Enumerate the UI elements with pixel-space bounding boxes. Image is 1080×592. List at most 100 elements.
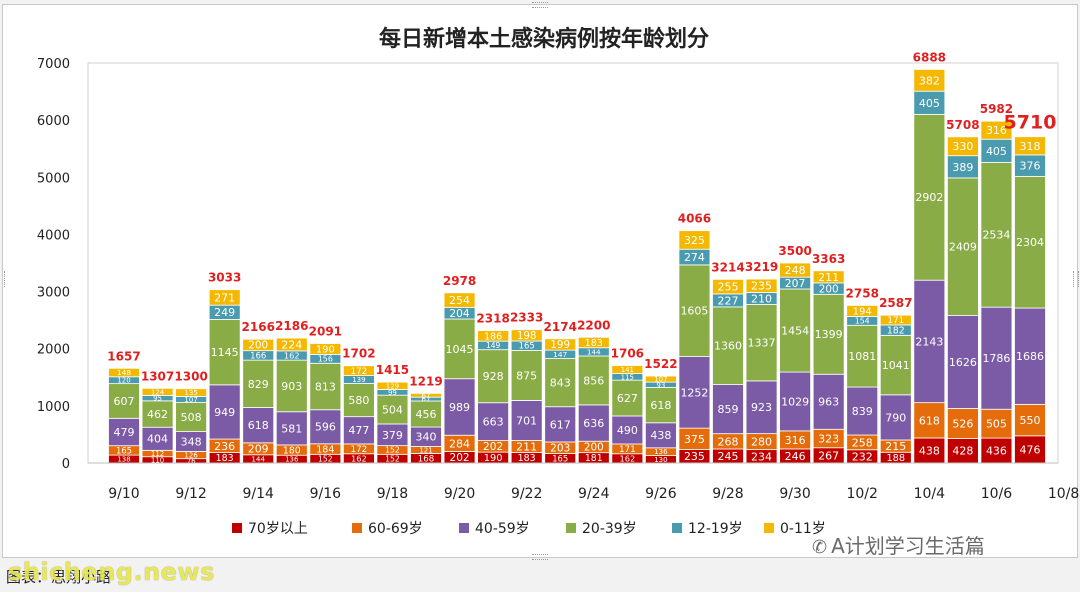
bar-segment[interactable] bbox=[208, 318, 241, 386]
total-label: 5708 bbox=[946, 118, 979, 132]
bar-segment[interactable] bbox=[1014, 136, 1046, 156]
data-label: 323 bbox=[818, 432, 839, 445]
resize-handle-top[interactable] bbox=[532, 2, 548, 8]
bar-segment[interactable] bbox=[913, 279, 946, 404]
bar-segment[interactable] bbox=[980, 408, 1013, 439]
bar-segment[interactable] bbox=[644, 422, 677, 449]
bar-segment[interactable] bbox=[443, 378, 476, 436]
bar-segment[interactable] bbox=[1014, 435, 1046, 464]
data-label: 211 bbox=[818, 271, 839, 284]
bar-segment[interactable] bbox=[108, 367, 140, 378]
bar-segment[interactable] bbox=[712, 306, 744, 385]
bar-segment[interactable] bbox=[611, 379, 644, 417]
bar-segment[interactable] bbox=[376, 394, 409, 425]
data-label: 504 bbox=[382, 404, 403, 417]
bar-segment[interactable] bbox=[376, 381, 409, 390]
total-label: 2318 bbox=[476, 312, 509, 326]
data-label: 389 bbox=[952, 161, 973, 174]
x-tick-label: 9/18 bbox=[377, 486, 408, 502]
total-label: 3219 bbox=[745, 260, 778, 274]
data-label: 190 bbox=[316, 344, 335, 355]
total-label: 3214 bbox=[711, 260, 744, 274]
bar-segment[interactable] bbox=[779, 371, 812, 432]
bar-segment[interactable] bbox=[812, 270, 845, 284]
bar-segment[interactable] bbox=[410, 392, 442, 398]
bar-segment[interactable] bbox=[242, 338, 275, 352]
bar-segment[interactable] bbox=[980, 161, 1013, 308]
data-label: 184 bbox=[316, 444, 334, 455]
bar-segment[interactable] bbox=[141, 400, 174, 428]
bar-segment[interactable] bbox=[577, 355, 610, 406]
bar-segment[interactable] bbox=[913, 402, 946, 439]
bar-segment[interactable] bbox=[879, 314, 912, 326]
bar-segment[interactable] bbox=[477, 402, 510, 442]
bar-segment[interactable] bbox=[946, 408, 979, 439]
data-label: 99 bbox=[388, 389, 397, 397]
bar-segment[interactable] bbox=[913, 69, 946, 92]
bar-segment[interactable] bbox=[678, 264, 711, 357]
bar-segment[interactable] bbox=[242, 359, 275, 408]
bar-segment[interactable] bbox=[510, 350, 543, 401]
bar-segment[interactable] bbox=[510, 329, 543, 342]
bar-segment[interactable] bbox=[443, 292, 476, 308]
total-label: 2587 bbox=[879, 296, 912, 310]
bar-segment[interactable] bbox=[745, 278, 778, 293]
data-label: 120 bbox=[117, 377, 130, 385]
bar-segment[interactable] bbox=[846, 304, 879, 317]
bar-segment[interactable] bbox=[544, 358, 577, 408]
bar-segment[interactable] bbox=[544, 338, 577, 351]
total-label: 5982 bbox=[980, 102, 1013, 116]
bar-segment[interactable] bbox=[1014, 307, 1046, 405]
bar-segment[interactable] bbox=[242, 407, 275, 444]
resize-handle-bottom[interactable] bbox=[532, 554, 548, 560]
bar-segment[interactable] bbox=[712, 278, 744, 295]
bar-segment[interactable] bbox=[443, 318, 476, 380]
bar-segment[interactable] bbox=[108, 417, 140, 447]
bar-segment[interactable] bbox=[678, 356, 711, 429]
bar-segment[interactable] bbox=[342, 416, 375, 445]
data-label: 636 bbox=[583, 417, 604, 430]
bar-segment[interactable] bbox=[946, 136, 979, 157]
bar-segment[interactable] bbox=[913, 113, 946, 281]
data-label: 436 bbox=[986, 445, 1007, 458]
bar-segment[interactable] bbox=[611, 365, 644, 374]
bar-segment[interactable] bbox=[980, 120, 1013, 140]
bar-segment[interactable] bbox=[879, 334, 912, 396]
bar-segment[interactable] bbox=[175, 388, 208, 397]
bar-segment[interactable] bbox=[342, 365, 375, 376]
bar-segment[interactable] bbox=[141, 387, 174, 396]
data-label: 274 bbox=[684, 251, 705, 264]
x-tick-label: 9/10 bbox=[108, 486, 139, 502]
data-label: 165 bbox=[116, 445, 132, 455]
bar-segment[interactable] bbox=[812, 373, 845, 430]
bar-segment[interactable] bbox=[410, 400, 442, 428]
data-label: 2902 bbox=[915, 191, 943, 204]
bar-segment[interactable] bbox=[678, 230, 711, 250]
bar-segment[interactable] bbox=[309, 343, 342, 355]
total-label: 5710 bbox=[1004, 112, 1057, 134]
bar-segment[interactable] bbox=[342, 383, 375, 418]
bar-segment[interactable] bbox=[812, 293, 845, 375]
bar-segment[interactable] bbox=[275, 359, 308, 413]
bar-segment[interactable] bbox=[980, 306, 1013, 410]
y-tick-label: 7000 bbox=[37, 57, 70, 72]
bar-segment[interactable] bbox=[913, 437, 946, 464]
data-label: 182 bbox=[887, 326, 905, 337]
bar-segment[interactable] bbox=[275, 337, 308, 352]
bar-segment[interactable] bbox=[309, 409, 342, 445]
bar-segment[interactable] bbox=[644, 375, 677, 383]
bar-segment[interactable] bbox=[577, 336, 610, 349]
bar-segment[interactable] bbox=[946, 315, 979, 409]
bar-segment[interactable] bbox=[1014, 175, 1046, 309]
bar-segment[interactable] bbox=[175, 402, 208, 432]
bar-segment[interactable] bbox=[477, 349, 510, 404]
bar-segment[interactable] bbox=[779, 262, 812, 278]
data-label: 1454 bbox=[781, 325, 809, 338]
bar-segment[interactable] bbox=[577, 404, 610, 442]
bar-segment[interactable] bbox=[846, 324, 879, 388]
bar-segment[interactable] bbox=[208, 289, 241, 306]
bar-segment[interactable] bbox=[108, 383, 140, 419]
bar-segment[interactable] bbox=[745, 380, 778, 435]
bar-segment[interactable] bbox=[879, 394, 912, 441]
bar-segment[interactable] bbox=[477, 330, 510, 342]
